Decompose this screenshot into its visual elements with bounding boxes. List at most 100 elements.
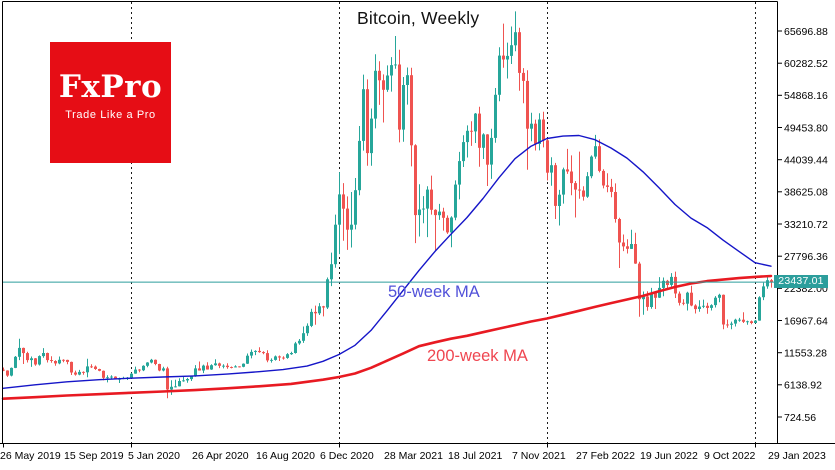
candle-body [14,356,17,368]
candle-body [594,146,597,157]
candle-body [566,169,569,172]
candle-body [358,140,361,191]
candle-body [526,80,529,129]
ma200-line [1,274,773,401]
candle-body [402,85,405,130]
candle-body [54,361,57,364]
candle-body [438,211,441,216]
candle-body [366,89,369,154]
candle-body [666,280,669,285]
candle-body [50,360,53,361]
candle-body [322,306,325,308]
candle-body [490,137,493,165]
candle-body [546,140,549,173]
x-tick-label: 6 Dec 2020 [320,450,374,462]
candle-body [698,306,701,309]
candle-body [266,353,269,361]
candle-body [114,376,117,379]
candle-body [46,353,49,361]
candle-body [170,386,173,390]
candle-body [590,156,593,177]
candle-body [394,64,397,66]
candle-body [686,292,689,304]
candle-body [606,185,609,187]
candle-body [270,359,273,361]
candle-body [226,365,229,368]
candle-body [758,297,761,321]
candle-body [754,320,757,323]
y-tick-label: 33210.72 [784,219,828,231]
candle-body [470,130,473,132]
candle-body [2,369,5,371]
candle-body [94,366,97,369]
candle-body [206,365,209,370]
ma200-label: 200-week MA [427,347,528,365]
candle-body [626,246,629,249]
x-tick-label: 18 Jul 2021 [448,450,502,462]
candle-body [702,305,705,307]
candle-body [166,368,169,390]
candle-body [706,305,709,308]
candle-body [734,319,737,324]
x-tick-label: 7 Nov 2021 [512,450,566,462]
candle-body [102,370,105,378]
candle-body [498,55,501,95]
candle-body [150,359,153,363]
candle-body [274,356,277,360]
candle-body [650,293,653,307]
y-tick-label: 54868.16 [784,90,828,102]
candle-body [346,208,349,230]
candle-body [210,365,213,370]
candle-body [214,363,217,366]
candle-body [722,294,725,325]
candle-body [86,366,89,373]
candle-body [26,353,29,361]
candle-body [362,89,365,141]
x-tick-label: 9 Oct 2022 [704,450,756,462]
candle-body [442,211,445,218]
candle-body [446,217,449,233]
x-tick-label: 19 Jun 2022 [640,450,698,462]
candle-body [510,45,513,56]
candle-body [634,244,637,264]
candle-body [326,279,329,308]
candle-body [578,189,581,191]
candle-body [98,369,101,371]
candle-body [334,224,337,265]
candle-body [250,351,253,356]
candle-body [762,286,765,298]
candle-body [90,366,93,368]
candle-body [410,75,413,146]
candle-body [290,353,293,355]
candle-body [306,325,309,334]
candle-body [386,75,389,90]
candle-body [738,319,741,321]
y-tick-label: 724.56 [784,412,816,424]
candle-body [190,376,193,380]
candle-body [522,72,525,81]
candle-body [574,183,577,190]
fxpro-logo: FxPro Trade Like a Pro [50,42,171,163]
candle-body [538,119,541,144]
candle-body [638,263,641,300]
candle-body [238,366,241,368]
candle-body [342,194,345,209]
candle-body [254,350,257,352]
candle-body [194,368,197,377]
candle-body [630,244,633,249]
x-tick-label: 5 Jan 2020 [128,450,180,462]
candle-body [494,94,497,138]
x-axis-date-scale[interactable]: 26 May 2019 15 Sep 2019 5 Jan 2020 26 Apr 2… [0,443,826,463]
y-axis-price-scale[interactable]: 65696.88 60282.52 54868.16 49453.80 44039.44… [777,26,828,424]
candle-body [182,380,185,382]
candle-body [710,305,713,308]
candle-body [158,364,161,371]
candle-body [354,190,357,225]
candle-body [450,217,453,233]
x-tick-label: 15 Sep 2019 [64,450,124,462]
candle-body [462,142,465,162]
candle-body [374,70,377,119]
x-tick-label: 26 Apr 2020 [192,450,249,462]
candle-body [246,355,249,364]
